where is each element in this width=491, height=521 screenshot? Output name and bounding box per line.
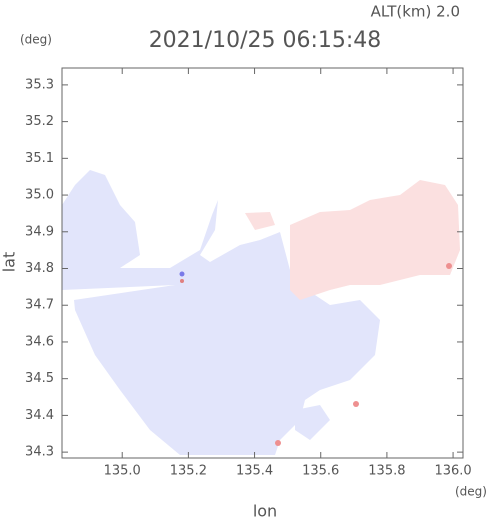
x-axis-label: lon (253, 502, 277, 521)
y-tick-label: 34.9 (25, 224, 54, 239)
y-unit: (deg) (20, 33, 52, 47)
x-tick-label: 135.2 (170, 464, 207, 479)
y-tick-label: 34.8 (25, 261, 54, 276)
y-tick-label: 35.0 (25, 188, 54, 203)
y-tick-label: 34.5 (25, 371, 54, 386)
y-tick-label: 35.3 (25, 77, 54, 92)
x-tick-label: 136.0 (434, 464, 471, 479)
x-tick-label: 135.0 (104, 464, 141, 479)
echo-speck (180, 279, 184, 283)
x-tick-label: 135.6 (302, 464, 339, 479)
echo-speck (179, 271, 185, 277)
y-tick-label: 34.4 (25, 408, 54, 423)
y-axis-label: lat (0, 252, 19, 273)
blue-echo (62, 170, 140, 268)
blue-echo (62, 200, 380, 455)
y-tick-label: 35.1 (25, 151, 54, 166)
y-tick-label: 34.6 (25, 334, 54, 349)
x-tick-label: 135.8 (368, 464, 405, 479)
echo-speck (353, 401, 359, 407)
y-tick-label: 35.2 (25, 114, 54, 129)
altitude-label: ALT(km) 2.0 (371, 3, 460, 21)
red-echo (290, 180, 460, 300)
plot-frame (61, 67, 464, 459)
y-tick-label: 34.3 (25, 445, 54, 460)
echo-speck (446, 263, 452, 269)
blue-echo (295, 405, 330, 440)
x-tick-label: 135.4 (236, 464, 273, 479)
y-tick-label: 34.7 (25, 298, 54, 313)
red-echo (245, 212, 275, 230)
x-unit: (deg) (455, 485, 487, 499)
echo-speck (275, 440, 281, 446)
chart-title: 2021/10/25 06:15:48 (149, 28, 382, 53)
radar-field (62, 170, 460, 455)
